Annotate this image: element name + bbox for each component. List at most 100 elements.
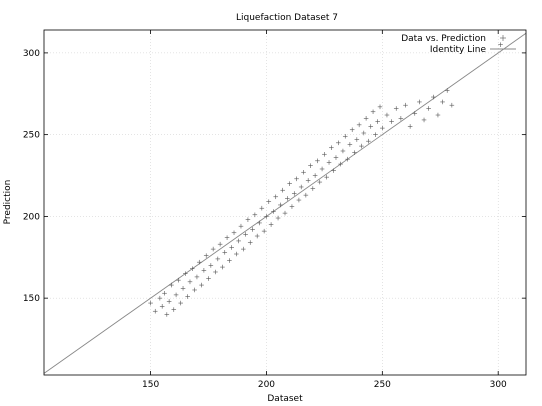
x-tick-label: 200 (258, 380, 275, 390)
data-point (171, 307, 177, 312)
data-point (440, 99, 445, 105)
data-point (176, 277, 181, 283)
data-point (271, 209, 276, 214)
data-point (192, 287, 197, 293)
data-point (203, 253, 209, 258)
data-point (340, 148, 346, 154)
data-point (266, 199, 272, 204)
data-point (229, 245, 235, 250)
data-point (303, 192, 309, 198)
data-point (312, 173, 318, 178)
y-axis: 150 200 250 300 (23, 49, 526, 304)
data-point (421, 117, 427, 123)
data-point (261, 228, 267, 234)
data-point (227, 258, 232, 263)
x-tick-label: 150 (142, 380, 159, 390)
data-point (180, 286, 186, 291)
points-layer (148, 42, 503, 317)
data-point (417, 99, 422, 105)
data-point (178, 300, 184, 306)
identity-line-layer (43, 32, 527, 374)
data-point (338, 161, 343, 167)
data-point (280, 187, 285, 193)
data-point (326, 160, 332, 165)
data-point (247, 240, 253, 245)
data-point (238, 223, 244, 229)
data-point (366, 138, 371, 144)
data-point (305, 178, 311, 183)
data-point (373, 132, 378, 137)
plot-frame (43, 29, 527, 376)
data-point (361, 130, 367, 136)
data-point (435, 112, 441, 118)
data-point (217, 241, 223, 247)
data-point (324, 174, 330, 180)
data-point (384, 112, 390, 118)
data-point (301, 169, 306, 175)
data-point (190, 266, 195, 272)
data-point (240, 246, 246, 252)
data-point (208, 263, 214, 268)
data-point (162, 290, 167, 296)
data-point (317, 179, 323, 185)
legend: Data vs. Prediction Identity Line (401, 34, 516, 55)
data-point (315, 158, 320, 164)
data-point (389, 119, 394, 124)
data-point (285, 196, 290, 201)
data-point (354, 137, 360, 142)
data-point (347, 142, 353, 147)
data-point (278, 202, 283, 208)
data-point (345, 156, 350, 162)
data-point (310, 186, 316, 191)
data-point (333, 155, 339, 160)
data-point (152, 308, 158, 314)
y-tick-label: 150 (23, 294, 40, 304)
data-point (380, 125, 385, 131)
data-point (294, 176, 299, 182)
x-tick-label: 250 (374, 380, 391, 390)
data-point (199, 282, 204, 288)
data-point (498, 42, 503, 48)
data-point (287, 181, 292, 186)
data-point (215, 256, 221, 262)
data-point (257, 220, 262, 226)
data-point (231, 230, 237, 236)
data-point (194, 274, 200, 280)
x-axis: 150 200 250 300 (142, 30, 507, 390)
y-tick-label: 300 (23, 49, 40, 59)
data-point (268, 222, 274, 227)
chart-title: Liquefaction Dataset 7 (236, 13, 338, 23)
data-point (375, 119, 380, 124)
data-point (319, 166, 325, 172)
data-point (370, 109, 376, 115)
data-point (335, 140, 341, 146)
data-point (329, 145, 334, 151)
data-point (254, 233, 260, 239)
data-point (398, 115, 404, 121)
legend-marker-data (500, 35, 506, 41)
data-point (236, 238, 241, 244)
data-point (224, 235, 230, 240)
data-point (393, 106, 399, 111)
data-point (187, 279, 193, 285)
data-point (222, 250, 228, 255)
data-point (259, 205, 265, 211)
y-tick-label: 250 (23, 131, 40, 141)
data-point (296, 197, 302, 203)
data-point (169, 282, 174, 288)
x-tick-label: 300 (490, 380, 507, 390)
data-point (403, 102, 408, 108)
data-point (363, 115, 369, 121)
data-point (356, 122, 362, 128)
data-point (322, 151, 327, 157)
data-point (331, 168, 336, 173)
y-tick-label: 200 (23, 212, 40, 222)
data-point (243, 232, 248, 237)
grid-lines (44, 30, 526, 375)
data-point (148, 300, 153, 306)
data-point (412, 111, 418, 116)
data-point (250, 227, 255, 232)
data-point (431, 94, 436, 100)
data-point (157, 295, 163, 301)
